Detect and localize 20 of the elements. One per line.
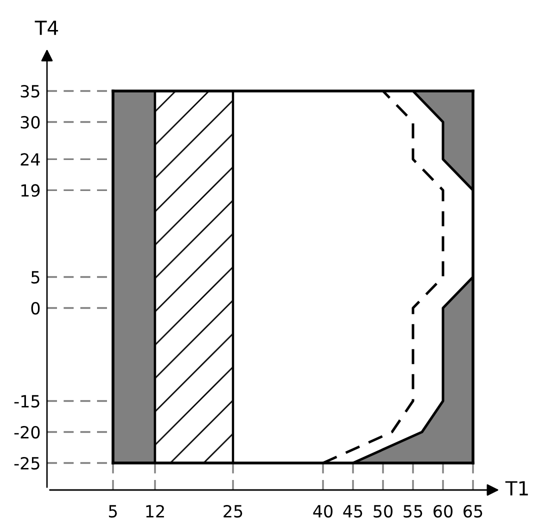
y-tick-label: 5 [31,271,40,284]
x-tick-label: 50 [374,504,392,518]
y-tick-label: -20 [14,426,40,439]
x-tick-label: 5 [108,505,117,518]
x-tick-label: 40 [313,504,332,518]
x-axis-title: T1 [505,481,528,496]
x-tick-label: 60 [434,504,452,518]
y-tick-label: 35 [20,84,40,98]
y-tick-label: -25 [14,456,40,470]
y-axis-title: T4 [34,20,58,35]
x-tick-label: 12 [146,504,164,518]
x-tick-label: 55 [404,505,422,518]
y-tick-label: 30 [20,116,40,129]
x-tick-label: 25 [224,504,242,518]
y-tick-label: 24 [20,153,40,166]
y-tick-label: 19 [21,184,40,197]
y-tick-label: -15 [14,395,40,408]
x-tick-label: 65 [464,504,482,518]
y-tick-label: 0 [31,302,40,315]
x-tick-label: 45 [343,505,362,518]
